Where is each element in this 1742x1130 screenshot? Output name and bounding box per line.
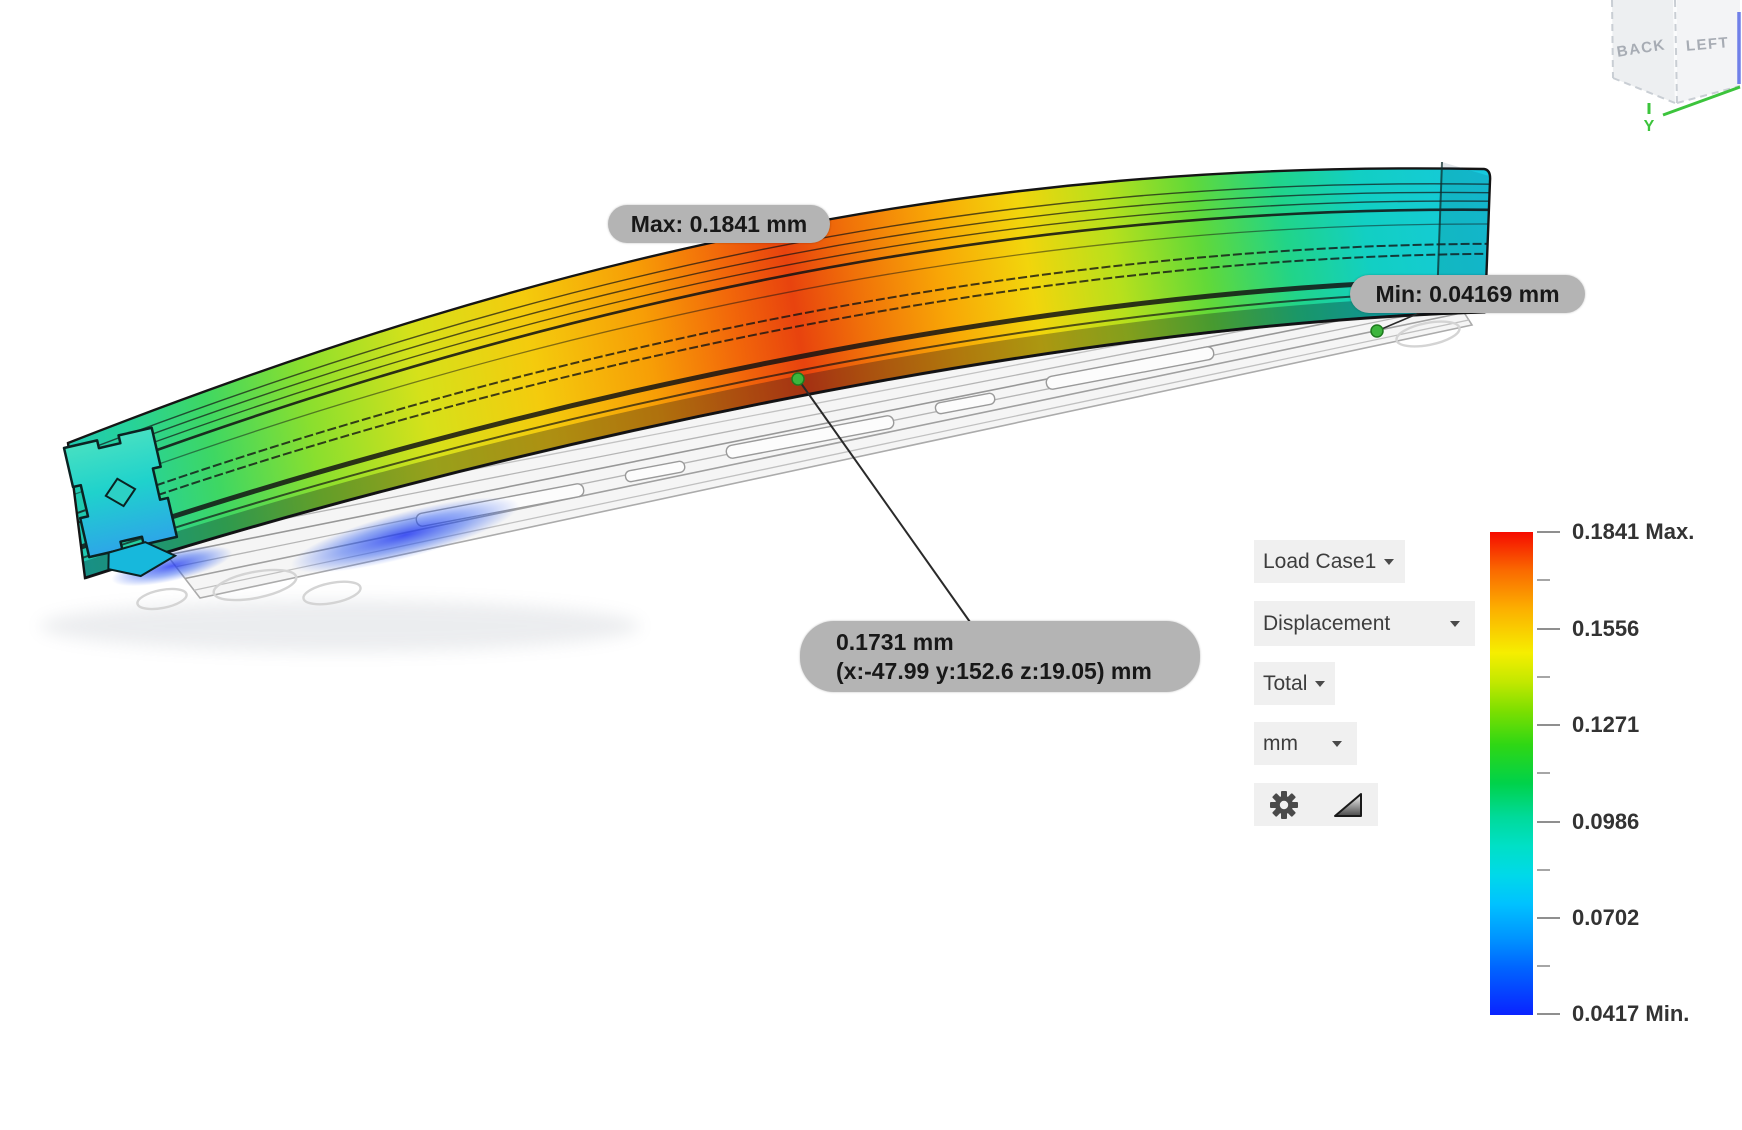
- legend-label: 0.1271: [1572, 712, 1640, 737]
- view-cube[interactable]: BACK LEFT Y: [1602, 0, 1742, 140]
- legend-tick: [1537, 917, 1560, 919]
- beam-end-cross-section[interactable]: [62, 426, 184, 587]
- min-point[interactable]: [1370, 324, 1384, 338]
- legend-gradient-icon[interactable]: [1332, 791, 1364, 819]
- legend-tick-minor: [1537, 965, 1550, 967]
- chevron-down-icon: [1332, 740, 1342, 747]
- legend-tick-minor: [1537, 772, 1550, 774]
- result-type-label: Displacement: [1263, 611, 1391, 635]
- view-cube-face-left[interactable]: [1677, 0, 1740, 103]
- max-displacement-pill: Max: 0.1841 mm: [608, 205, 830, 243]
- legend-tick: [1537, 724, 1560, 726]
- legend-tick-minor: [1537, 579, 1550, 581]
- probe-annotation-pill[interactable]: 0.1731 mm (x:-47.99 y:152.6 z:19.05) mm: [800, 621, 1200, 692]
- ground-edge-green: [1662, 85, 1741, 117]
- legend-tick-minor: [1537, 869, 1550, 871]
- units-label: mm: [1263, 731, 1298, 755]
- chevron-down-icon: [1450, 620, 1460, 627]
- center-bore-diamond: [104, 477, 137, 508]
- component-dropdown[interactable]: Total: [1254, 662, 1335, 705]
- legend-tick: [1537, 1013, 1560, 1015]
- deformed-beam[interactable]: [66, 161, 1492, 595]
- result-type-dropdown[interactable]: Displacement: [1254, 601, 1475, 646]
- probe-leader-line: [797, 378, 971, 623]
- settings-gear-icon[interactable]: [1268, 789, 1300, 821]
- units-dropdown[interactable]: mm: [1254, 722, 1357, 765]
- lower-rail-end: [107, 541, 178, 578]
- load-case-label: Load Case1: [1263, 549, 1377, 573]
- min-displacement-pill: Min: 0.04169 mm: [1350, 275, 1585, 313]
- blue-displacement-streak: [290, 497, 520, 573]
- legend-color-bar: [1490, 532, 1533, 1015]
- probe-value: 0.1731 mm: [836, 628, 954, 655]
- legend-label-max: 0.1841 Max.: [1572, 519, 1695, 544]
- legend-label-min: 0.0417 Min.: [1572, 1001, 1690, 1026]
- chevron-down-icon: [1315, 680, 1326, 687]
- legend-label: 0.0702: [1572, 905, 1640, 930]
- view-cube-label-left[interactable]: LEFT: [1685, 34, 1730, 55]
- legend-tick: [1537, 628, 1560, 630]
- y-axis-label: Y: [1644, 118, 1655, 135]
- model-shadow: [40, 600, 640, 652]
- legend-tick: [1537, 531, 1560, 533]
- probe-point[interactable]: [791, 372, 805, 386]
- legend-tick-minor: [1537, 676, 1550, 678]
- legend-label: 0.1556: [1572, 616, 1640, 641]
- probe-coordinates: (x:-47.99 y:152.6 z:19.05) mm: [836, 657, 1152, 684]
- beam-right-end-cap: [1437, 162, 1489, 311]
- view-cube-edges: [1611, 0, 1741, 104]
- ghost-constraint-ring: [136, 320, 1461, 611]
- chevron-down-icon: [1384, 558, 1395, 565]
- legend-label: 0.0986: [1572, 809, 1640, 834]
- legend-options-bar: [1254, 783, 1378, 826]
- view-cube-face-back[interactable]: [1612, 0, 1675, 103]
- legend-tick: [1537, 821, 1560, 823]
- load-case-dropdown[interactable]: Load Case1: [1254, 540, 1405, 583]
- component-label: Total: [1263, 671, 1308, 695]
